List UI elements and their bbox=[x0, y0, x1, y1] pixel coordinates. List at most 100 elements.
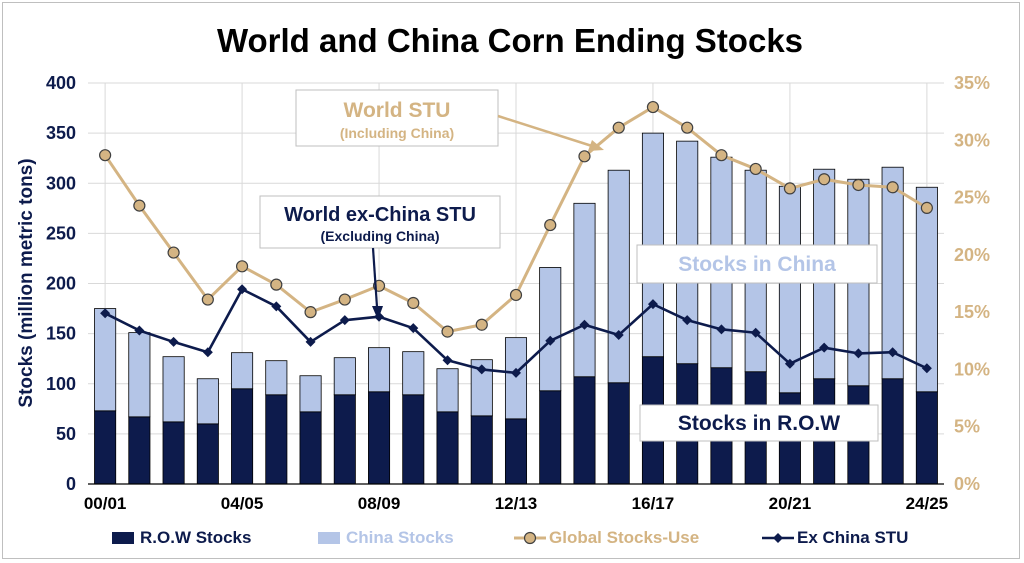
y-axis-label: Stocks (million metric tons) bbox=[16, 158, 37, 407]
x-tick-label: 20/21 bbox=[769, 494, 812, 513]
y-tick-label: 300 bbox=[46, 173, 76, 193]
x-tick-label: 08/09 bbox=[358, 494, 401, 513]
y2-tick-label: 0% bbox=[954, 474, 980, 494]
bar-row-stocks bbox=[299, 411, 322, 485]
annotation-row-stocks-title: Stocks in R.O.W bbox=[678, 412, 840, 435]
y2-tick-label: 5% bbox=[954, 417, 980, 437]
bar-china-stocks bbox=[402, 351, 425, 396]
ex-china-stu-point bbox=[339, 315, 350, 326]
bar-china-stocks bbox=[196, 378, 219, 425]
annotation-china-stocks-title: Stocks in China bbox=[678, 253, 836, 276]
global-stocks-use-point bbox=[920, 201, 933, 214]
ex-china-stu-point bbox=[750, 327, 761, 338]
annotation-world-stu-title: World STU bbox=[344, 99, 451, 122]
global-stocks-use-point bbox=[509, 288, 523, 302]
axes-layer: 0 50 100 150 200 250 300 350 400 0% 5% 10% 15% 20% 25%… bbox=[46, 73, 990, 513]
bar-china-stocks bbox=[94, 308, 117, 412]
ex-china-stu-point bbox=[476, 364, 487, 375]
global-stocks-use-point bbox=[715, 149, 728, 162]
global-stocks-use-point bbox=[270, 278, 283, 291]
annotation-exchina-stu-title: World ex-China STU bbox=[284, 204, 476, 226]
ex-china-stu-point bbox=[921, 363, 932, 374]
ex-china-stu-point bbox=[716, 324, 727, 335]
annotation-china-stocks-box bbox=[636, 244, 878, 284]
global-stocks-use-point bbox=[544, 218, 557, 232]
annotation-row-stocks-box bbox=[639, 404, 879, 442]
global-stocks-use-point bbox=[407, 296, 420, 310]
global-stocks-use-point bbox=[133, 199, 146, 212]
bar-china-stocks bbox=[881, 166, 904, 380]
annotation-exchina-stu-subtitle: (Excluding China) bbox=[321, 228, 440, 244]
global-stocks-use-point bbox=[783, 182, 797, 195]
y-tick-label: 350 bbox=[46, 123, 76, 143]
bar-china-stocks bbox=[333, 357, 356, 396]
ex-china-stu-point bbox=[100, 308, 111, 319]
ex-china-stu-point bbox=[647, 299, 658, 310]
ex-china-stu-point bbox=[579, 319, 590, 330]
global-stocks-use-point bbox=[612, 121, 625, 134]
ex-china-stu-point bbox=[682, 315, 693, 326]
bar-china-stocks bbox=[573, 202, 596, 378]
y2-tick-label: 20% bbox=[954, 245, 990, 265]
bar-china-stocks bbox=[231, 352, 254, 390]
x-tick-label: 24/25 bbox=[906, 494, 949, 513]
bar-china-stocks bbox=[539, 267, 562, 392]
bar-china-stocks bbox=[470, 359, 493, 417]
bar-row-stocks bbox=[162, 421, 185, 485]
y-tick-label: 400 bbox=[46, 73, 76, 93]
bar-china-stocks bbox=[299, 375, 322, 413]
annotation-world-stu-subtitle: (Including China) bbox=[340, 125, 454, 141]
bar-row-stocks bbox=[196, 423, 219, 485]
bar-row-stocks bbox=[504, 418, 528, 485]
global-stocks-use-point bbox=[338, 293, 351, 306]
legend-label-row-stocks: R.O.W Stocks bbox=[140, 528, 251, 547]
global-stocks-use-point bbox=[749, 162, 762, 176]
global-stocks-use-point bbox=[99, 149, 112, 162]
y2-tick-label: 10% bbox=[954, 359, 990, 379]
global-stocks-use-point bbox=[578, 150, 591, 163]
global-stocks-use-point bbox=[818, 173, 831, 186]
legend-label-global-stocks-use: Global Stocks-Use bbox=[549, 528, 699, 547]
bar-china-stocks bbox=[128, 332, 151, 418]
global-stocks-use-point bbox=[441, 325, 454, 338]
legend-marker-ex-china-stu bbox=[773, 533, 783, 543]
y-tick-label: 50 bbox=[56, 424, 76, 444]
bar-row-stocks bbox=[128, 416, 151, 485]
annotation-exchina-stu-arrow bbox=[371, 247, 379, 308]
chart-title: World and China Corn Ending Stocks bbox=[217, 22, 803, 59]
bar-china-stocks bbox=[607, 169, 630, 384]
global-stocks-use-point bbox=[201, 293, 214, 306]
bar-china-stocks bbox=[368, 347, 391, 393]
bar-row-stocks bbox=[539, 390, 562, 485]
y-tick-label: 100 bbox=[46, 374, 76, 394]
ex-china-stu-point bbox=[168, 336, 179, 347]
bar-row-stocks bbox=[881, 378, 904, 485]
y2-tick-label: 35% bbox=[954, 73, 990, 93]
legend-swatch-china-stocks bbox=[318, 532, 340, 544]
global-stocks-use-point bbox=[475, 318, 488, 331]
lines-layer bbox=[99, 100, 933, 378]
legend-label-ex-china-stu: Ex China STU bbox=[797, 528, 908, 547]
bar-china-stocks bbox=[162, 356, 185, 423]
ex-china-stu-point bbox=[442, 355, 453, 366]
annotation-exchina-stu-arrowhead bbox=[372, 306, 383, 320]
ex-china-stu-point bbox=[511, 367, 521, 378]
ex-china-stu-point bbox=[271, 301, 282, 312]
bar-row-stocks bbox=[470, 415, 493, 485]
y2-tick-label: 15% bbox=[954, 302, 990, 322]
annotations-layer: World STU (Including China) World ex-China… bbox=[259, 89, 879, 442]
legend: R.O.W Stocks China Stocks Global Stocks-Us… bbox=[112, 528, 908, 547]
bar-row-stocks bbox=[402, 394, 425, 485]
bar-row-stocks bbox=[265, 394, 288, 485]
annotation-world-stu-arrow bbox=[497, 114, 593, 148]
global-stocks-use-point bbox=[852, 178, 865, 192]
x-tick-label: 12/13 bbox=[495, 494, 538, 513]
ex-china-stu-point bbox=[887, 347, 898, 358]
bar-china-stocks bbox=[915, 186, 938, 393]
x-tick-label: 00/01 bbox=[84, 494, 127, 513]
annotation-world-stu-arrowhead bbox=[588, 140, 604, 151]
y2-tick-label: 30% bbox=[954, 130, 990, 150]
global-stocks-use-point bbox=[304, 306, 317, 319]
bar-row-stocks bbox=[436, 411, 459, 485]
